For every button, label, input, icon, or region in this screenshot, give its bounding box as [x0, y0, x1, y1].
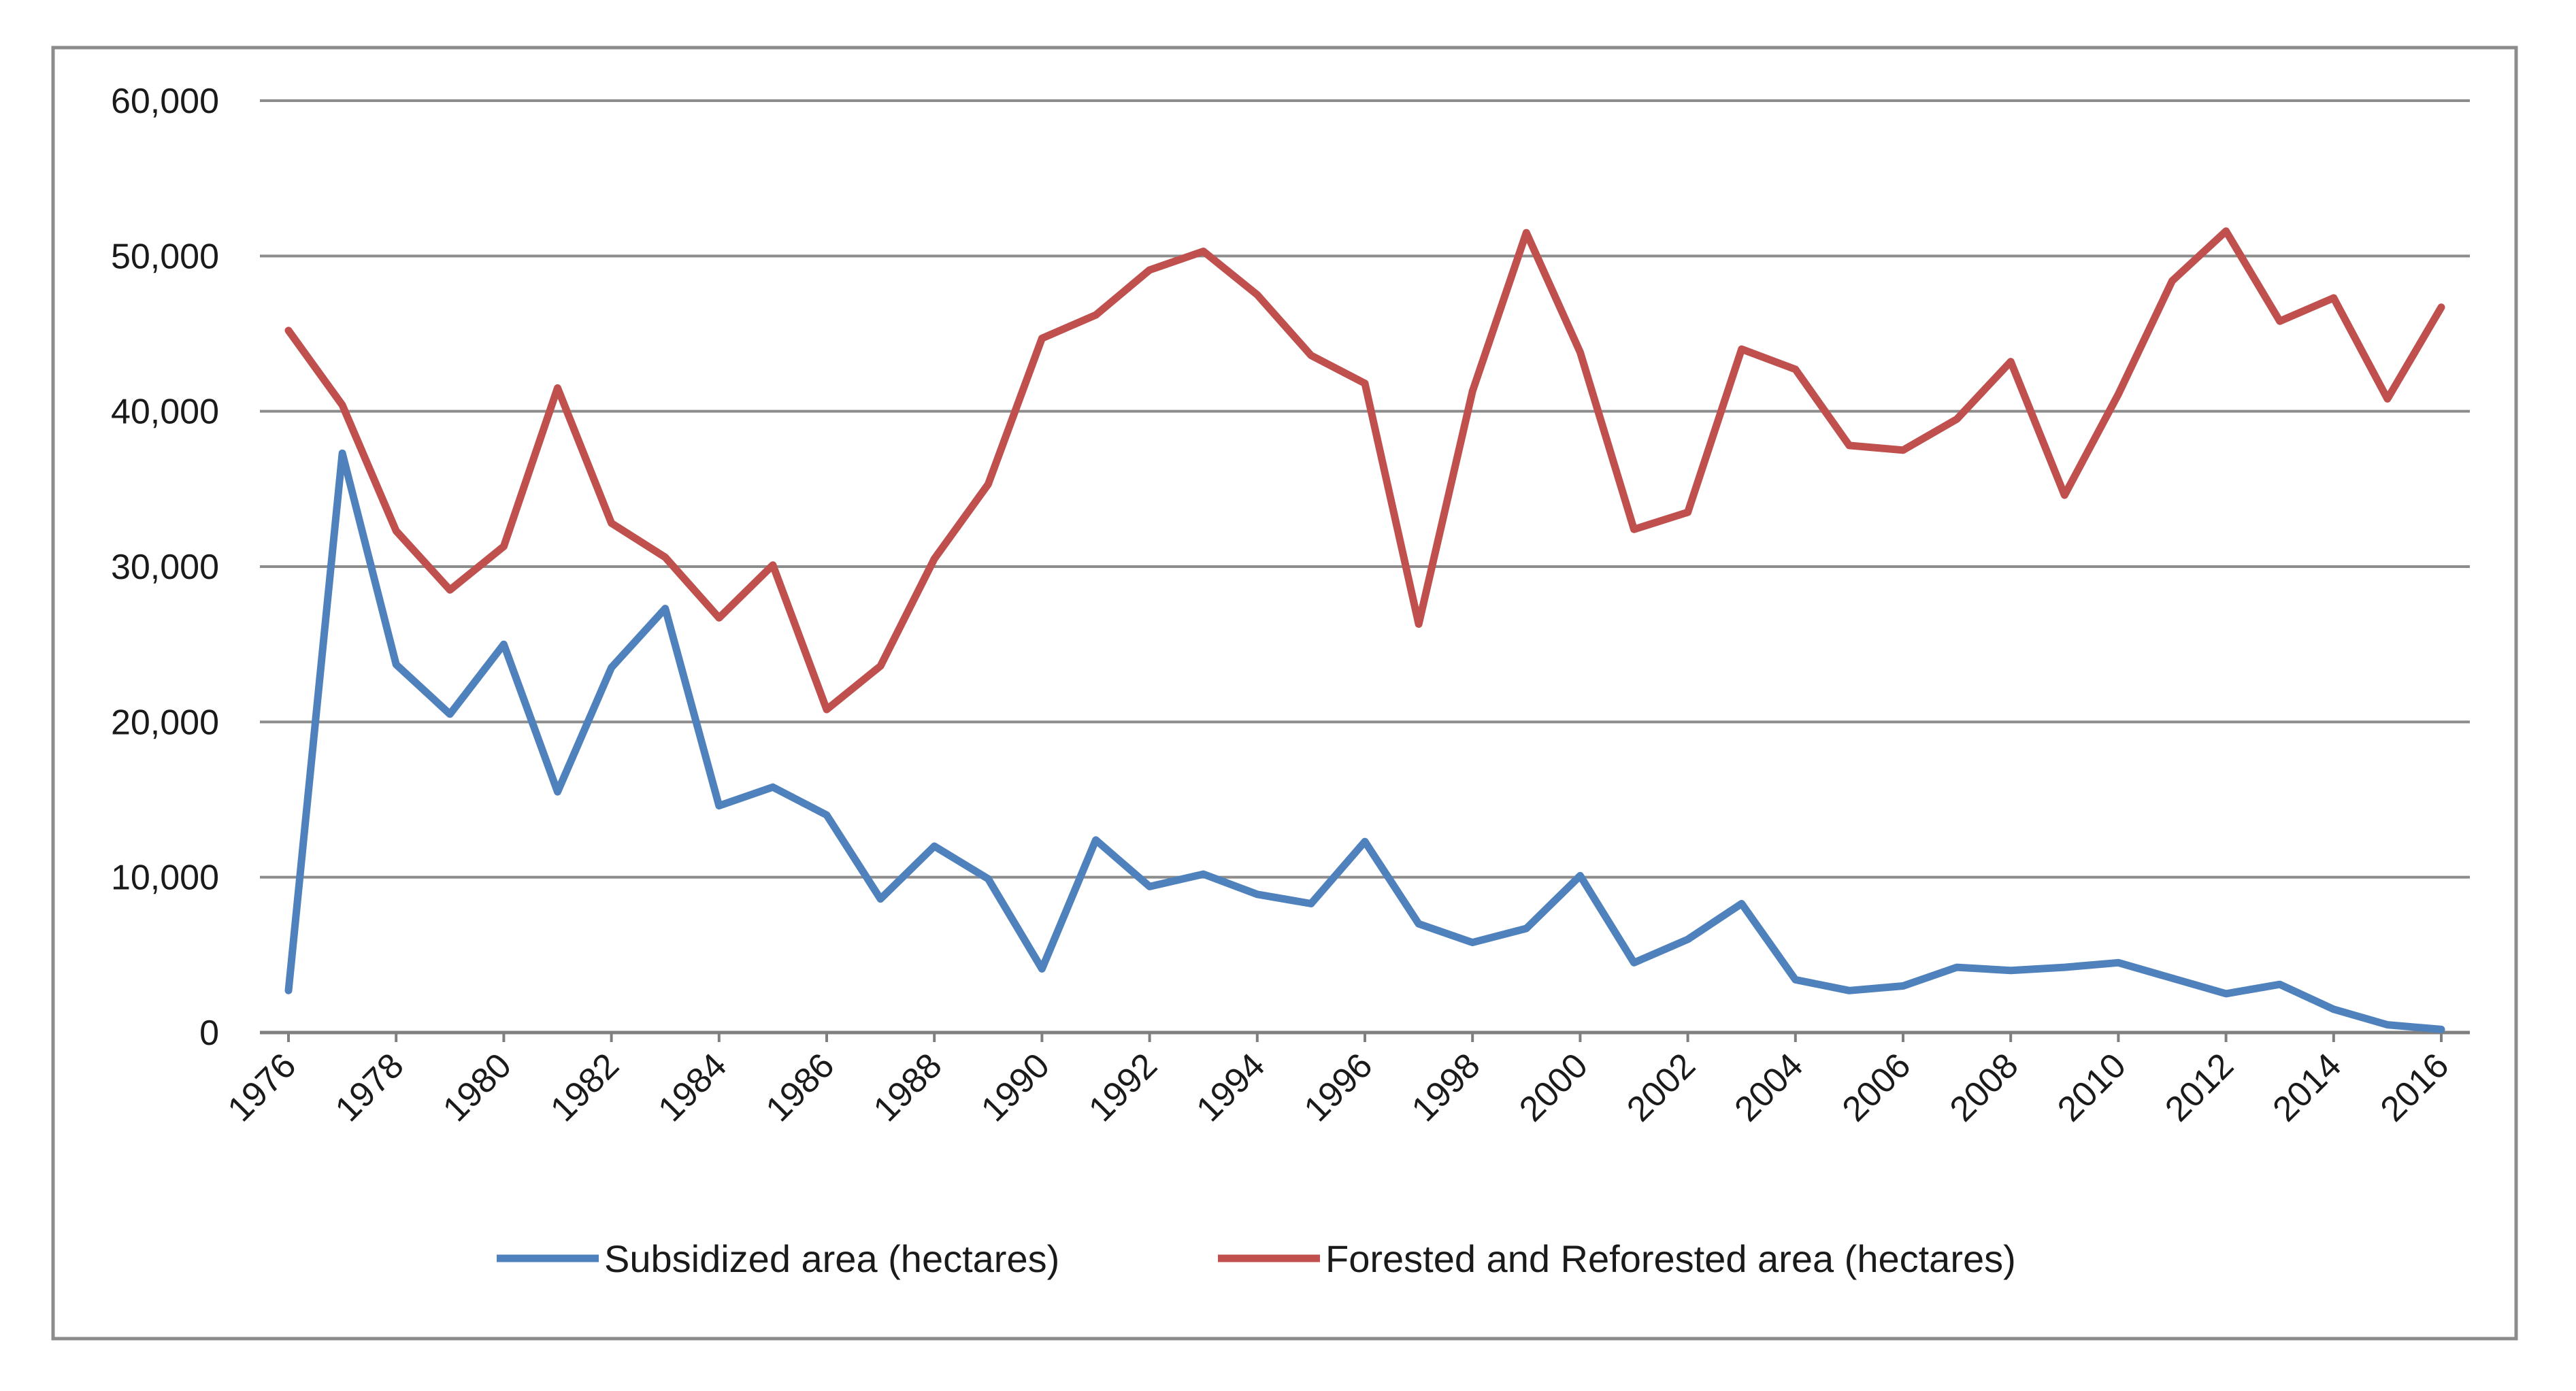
- y-tick-label: 50,000: [111, 237, 219, 276]
- legend: Subsidized area (hectares) Forested and R…: [497, 1237, 2016, 1280]
- series-line-2: [284, 227, 2445, 714]
- gridlines: [260, 99, 2470, 1035]
- y-axis-ticks: 0 10,000 20,000 30,000 40,000 50,000 60,000: [111, 82, 219, 1053]
- y-tick-label: 0: [199, 1013, 219, 1053]
- legend-label: Forested and Reforested area (hectares): [1325, 1237, 2016, 1280]
- y-tick-label: 10,000: [111, 858, 219, 898]
- y-tick-label: 40,000: [111, 392, 219, 432]
- series-line-1: [284, 449, 2445, 1033]
- y-tick-label: 60,000: [111, 82, 219, 121]
- series-lines: [284, 227, 2445, 1033]
- legend-label: Subsidized area (hectares): [604, 1237, 1059, 1280]
- y-tick-label: 30,000: [111, 548, 219, 587]
- y-tick-label: 20,000: [111, 703, 219, 742]
